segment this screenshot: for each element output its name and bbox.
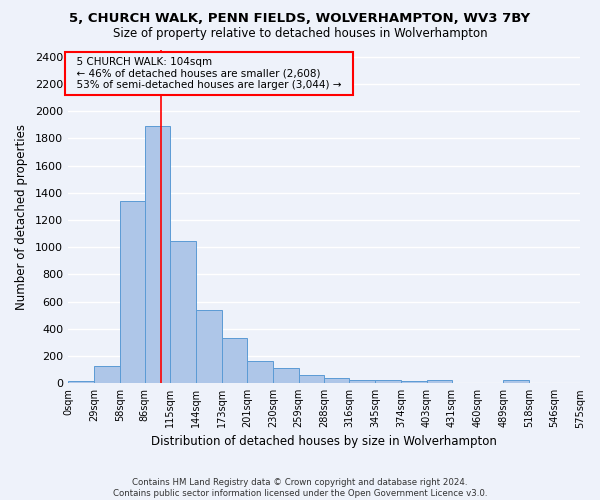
Bar [427, 380, 452, 383]
Bar [145, 126, 170, 383]
Bar [503, 380, 529, 383]
Bar [196, 310, 222, 383]
X-axis label: Distribution of detached houses by size in Wolverhampton: Distribution of detached houses by size … [151, 434, 497, 448]
Bar [119, 201, 145, 383]
Text: 5 CHURCH WALK: 104sqm
  ← 46% of detached houses are smaller (2,608)
  53% of se: 5 CHURCH WALK: 104sqm ← 46% of detached … [70, 57, 348, 90]
Bar [170, 241, 196, 383]
Bar [273, 368, 299, 383]
Bar [247, 361, 273, 383]
Text: Size of property relative to detached houses in Wolverhampton: Size of property relative to detached ho… [113, 28, 487, 40]
Text: Contains HM Land Registry data © Crown copyright and database right 2024.
Contai: Contains HM Land Registry data © Crown c… [113, 478, 487, 498]
Bar [299, 375, 325, 383]
Y-axis label: Number of detached properties: Number of detached properties [15, 124, 28, 310]
Bar [375, 380, 401, 383]
Bar [325, 378, 349, 383]
Text: 5, CHURCH WALK, PENN FIELDS, WOLVERHAMPTON, WV3 7BY: 5, CHURCH WALK, PENN FIELDS, WOLVERHAMPT… [70, 12, 530, 26]
Bar [222, 338, 247, 383]
Bar [68, 381, 94, 383]
Bar [349, 380, 375, 383]
Bar [401, 381, 427, 383]
Bar [94, 366, 119, 383]
